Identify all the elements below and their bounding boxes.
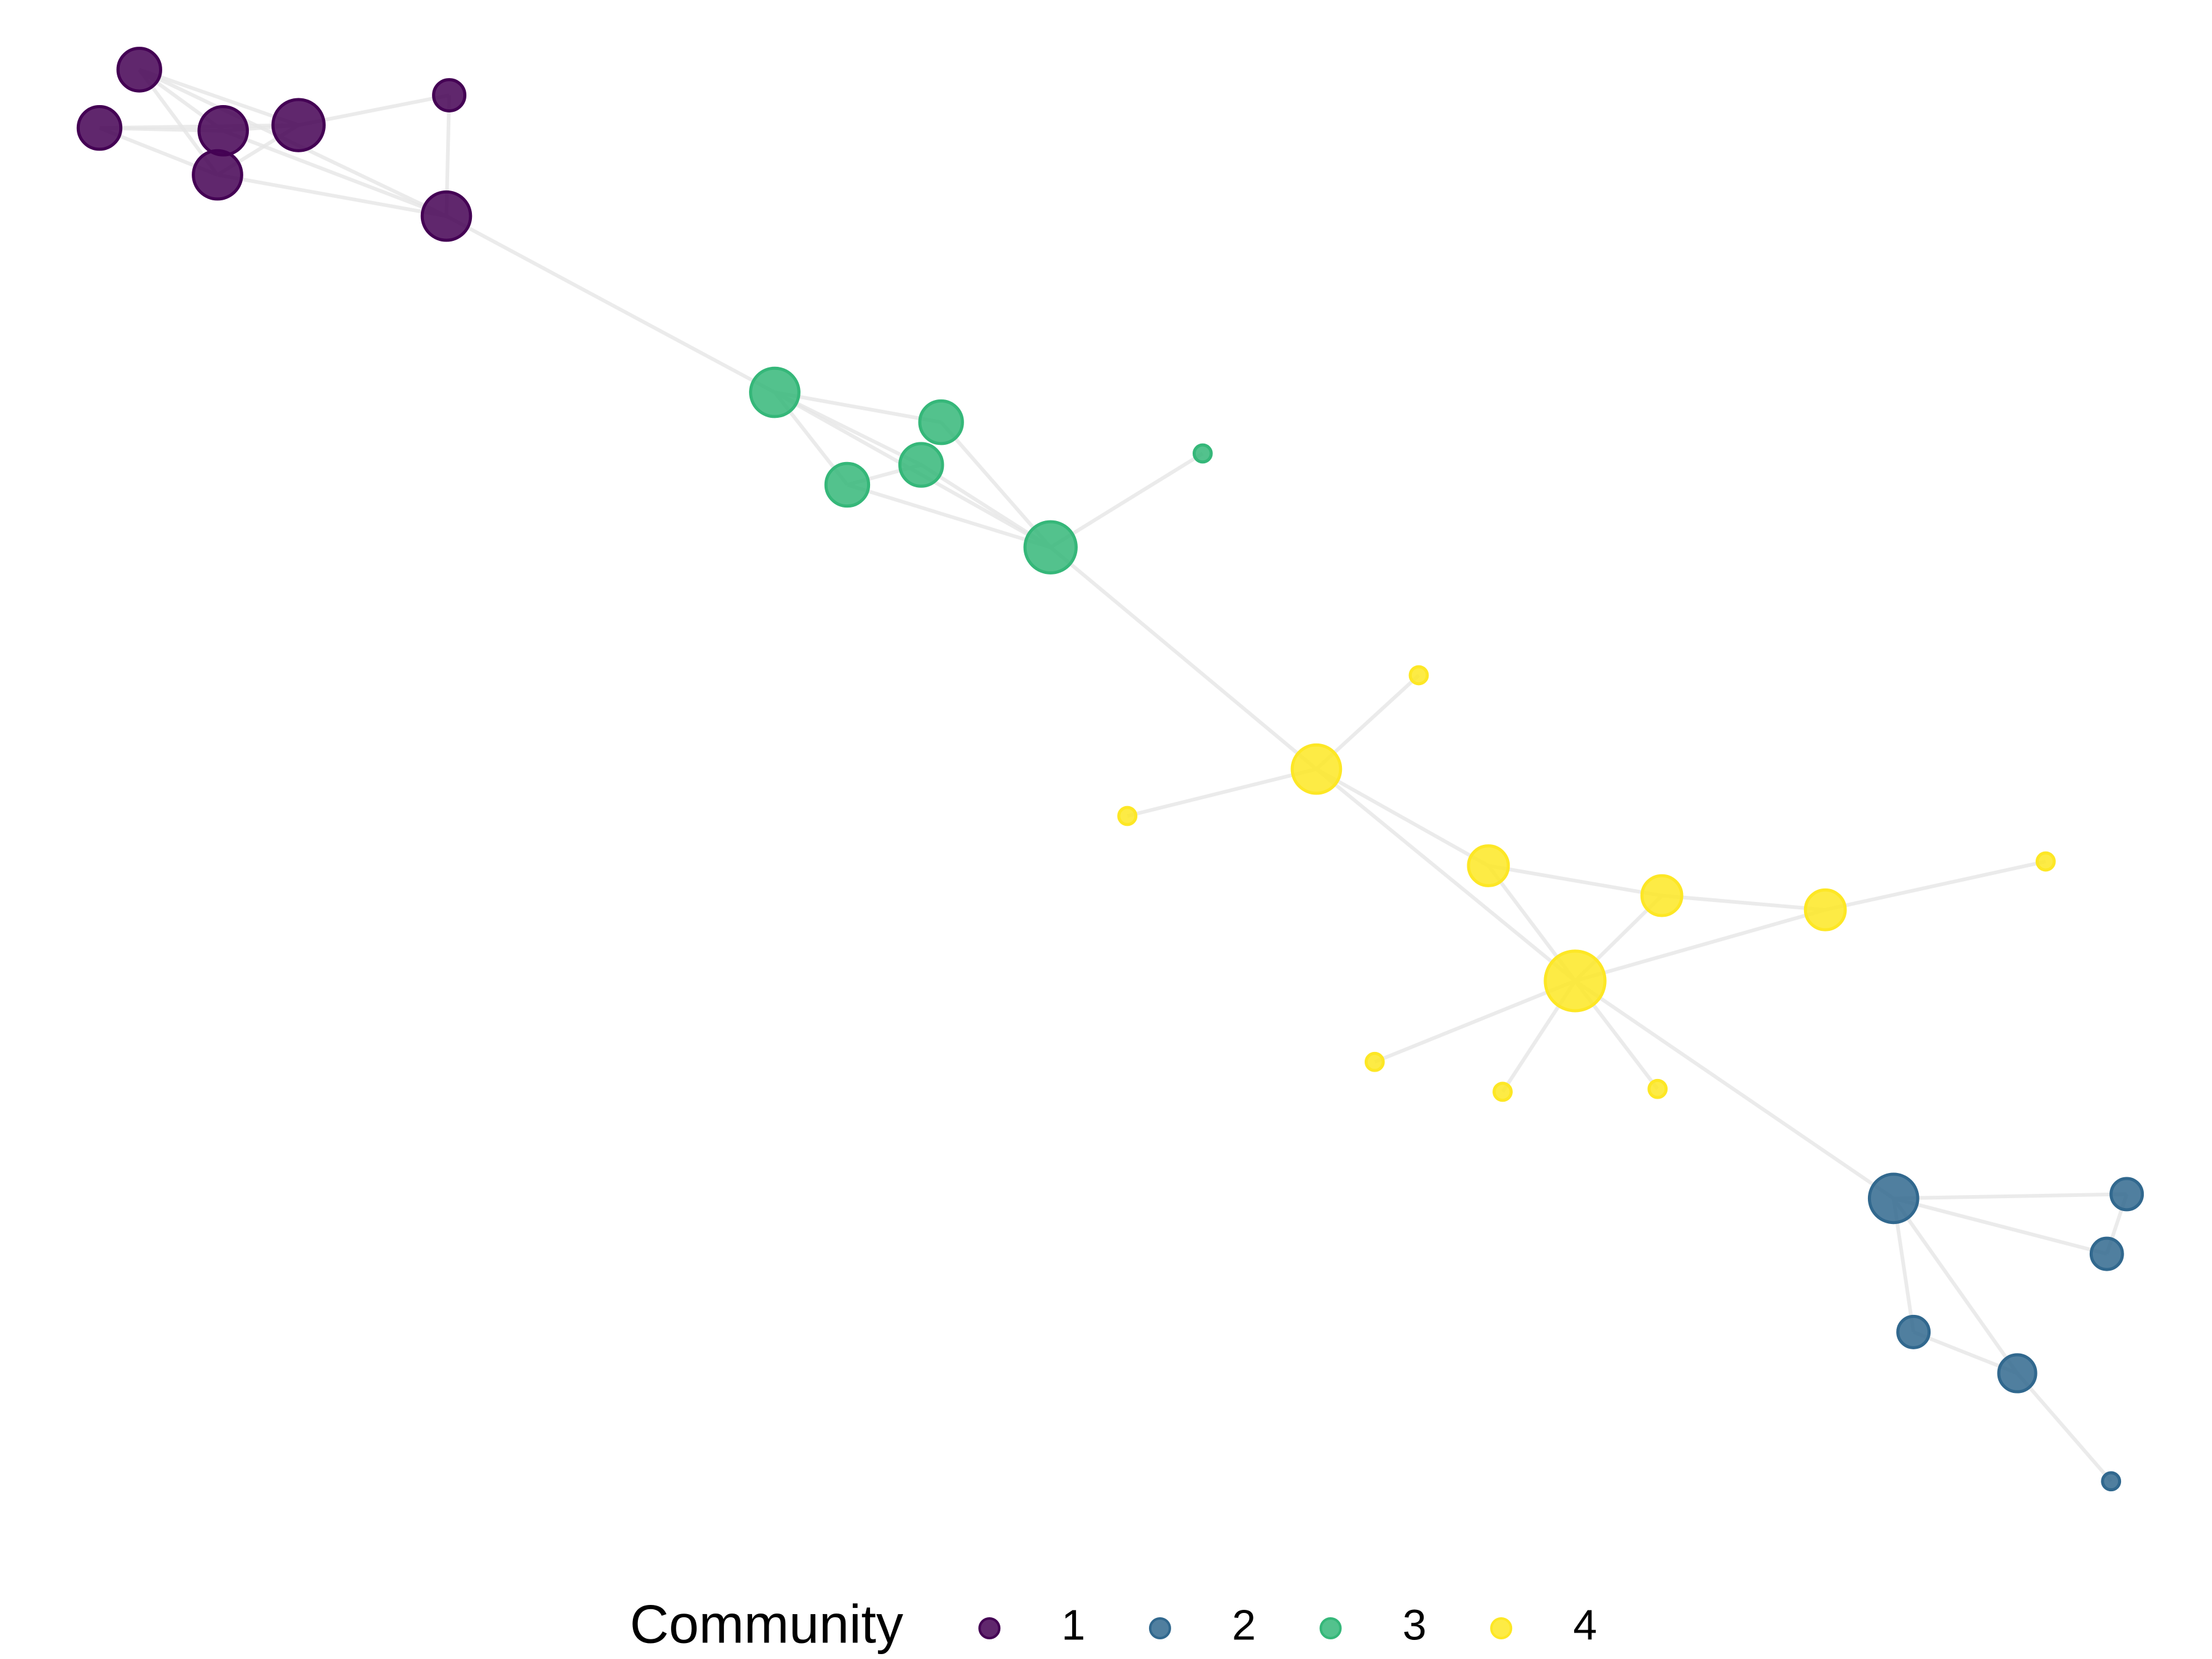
legend-title: Community: [630, 1593, 903, 1654]
edge: [1049, 452, 1204, 549]
edge: [1488, 864, 1663, 898]
node: [2035, 851, 2056, 872]
edge: [1892, 1197, 2019, 1375]
node: [749, 366, 801, 418]
edge: [1126, 767, 1317, 818]
edge: [1892, 1196, 2108, 1256]
edge: [1893, 1192, 2127, 1201]
node: [1408, 665, 1429, 686]
edge: [847, 483, 1051, 549]
legend-label: 3: [1403, 1601, 1427, 1649]
node: [116, 47, 162, 93]
node: [1896, 1314, 1931, 1349]
edge: [1661, 893, 1826, 912]
node: [1290, 743, 1343, 795]
edge: [774, 390, 922, 467]
edge: [1574, 908, 1826, 983]
node: [432, 78, 467, 112]
node: [2109, 1177, 2144, 1212]
edge: [1374, 979, 1576, 1064]
node: [1023, 520, 1078, 575]
edge: [222, 129, 447, 218]
edge: [445, 214, 776, 394]
node: [1192, 443, 1213, 464]
legend-label: 1: [1061, 1601, 1085, 1649]
node: [2101, 1471, 2122, 1492]
node: [192, 149, 243, 201]
edge: [138, 68, 299, 127]
legend-swatch: [1148, 1617, 1171, 1639]
edge: [939, 421, 1053, 549]
legend-swatch: [978, 1617, 1001, 1639]
node: [1467, 844, 1510, 887]
edge: [1315, 767, 1577, 982]
node: [1492, 1081, 1513, 1102]
edge: [217, 173, 447, 218]
node: [197, 105, 249, 157]
legend-label: 2: [1232, 1601, 1256, 1649]
node: [1997, 1353, 2037, 1394]
node: [1803, 888, 1847, 931]
node: [918, 399, 964, 445]
node: [1640, 874, 1684, 917]
node: [76, 105, 123, 151]
node: [420, 190, 473, 242]
legend-swatch: [1490, 1617, 1513, 1639]
edge: [1825, 860, 2046, 912]
node: [1647, 1078, 1668, 1099]
legend-swatch: [1319, 1617, 1342, 1639]
node: [1867, 1172, 1920, 1225]
edge: [1315, 767, 1489, 868]
edge: [2015, 1371, 2112, 1483]
node: [271, 98, 326, 152]
node: [1364, 1051, 1385, 1072]
edge: [1049, 546, 1318, 771]
edge: [1574, 979, 1895, 1200]
node: [898, 442, 944, 488]
legend: Community 1 2 3 4: [630, 1593, 1597, 1654]
legend-label: 4: [1573, 1601, 1597, 1649]
edge: [774, 390, 942, 425]
node: [1543, 949, 1607, 1013]
edges: [98, 68, 2129, 1483]
nodes: [76, 47, 2144, 1492]
node: [2089, 1236, 2124, 1271]
node: [824, 461, 871, 508]
node: [1117, 806, 1138, 826]
